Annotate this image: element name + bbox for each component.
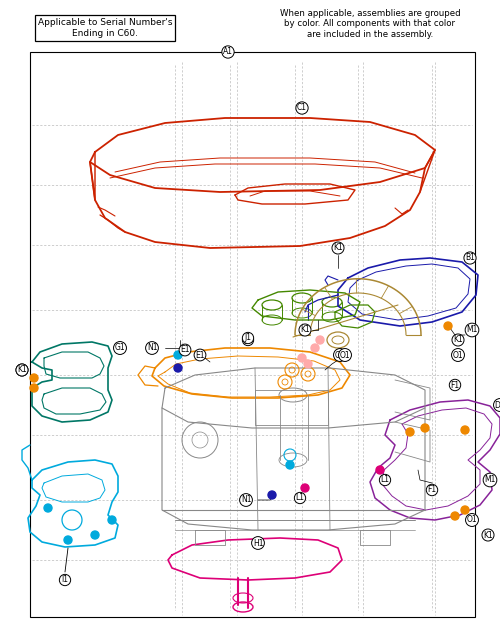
Text: K1: K1: [333, 244, 343, 253]
Circle shape: [174, 351, 182, 359]
Text: J1: J1: [244, 335, 252, 344]
Text: F1: F1: [428, 486, 436, 494]
Circle shape: [451, 512, 459, 520]
Circle shape: [64, 536, 72, 544]
Text: K1: K1: [453, 335, 463, 344]
Text: When applicable, assemblies are grouped
by color. All components with that color: When applicable, assemblies are grouped …: [280, 9, 460, 39]
Text: K1: K1: [300, 325, 310, 334]
Text: E1: E1: [180, 346, 190, 354]
Text: Applicable to Serial Number's
Ending in C60.: Applicable to Serial Number's Ending in …: [38, 18, 172, 38]
Circle shape: [311, 344, 319, 352]
Circle shape: [461, 426, 469, 434]
Circle shape: [316, 336, 324, 344]
Circle shape: [301, 484, 309, 492]
Circle shape: [91, 531, 99, 539]
Text: H1: H1: [253, 539, 263, 548]
Text: J1: J1: [244, 334, 252, 342]
Text: L1: L1: [296, 494, 304, 503]
Circle shape: [376, 466, 384, 474]
Circle shape: [444, 322, 452, 330]
Text: A1: A1: [223, 47, 233, 56]
Circle shape: [174, 364, 182, 372]
Circle shape: [44, 504, 52, 512]
Text: F1: F1: [450, 380, 460, 389]
Text: D1: D1: [494, 401, 500, 410]
Text: N1: N1: [241, 496, 252, 505]
Text: C1: C1: [297, 104, 307, 113]
Text: B1: B1: [465, 253, 475, 263]
Circle shape: [461, 506, 469, 514]
Text: O1: O1: [452, 351, 464, 360]
Text: N1: N1: [147, 344, 157, 353]
Text: O1: O1: [340, 351, 350, 360]
Circle shape: [406, 428, 414, 436]
Text: K1: K1: [17, 365, 27, 375]
Circle shape: [421, 424, 429, 432]
Text: K1: K1: [483, 530, 493, 539]
Circle shape: [30, 374, 38, 382]
Bar: [30, 52, 475, 617]
Text: M1: M1: [484, 475, 496, 484]
Circle shape: [30, 384, 38, 392]
Text: K1: K1: [17, 365, 27, 375]
Text: E1: E1: [195, 351, 205, 360]
Text: O1: O1: [334, 351, 345, 360]
Circle shape: [268, 491, 276, 499]
Circle shape: [298, 354, 306, 362]
Text: I1: I1: [62, 575, 68, 584]
Circle shape: [286, 461, 294, 469]
Text: L1: L1: [380, 475, 390, 484]
Text: G1: G1: [114, 344, 126, 353]
Circle shape: [108, 516, 116, 524]
Text: O1: O1: [466, 515, 477, 525]
Circle shape: [304, 360, 312, 368]
Text: M1: M1: [466, 325, 477, 334]
